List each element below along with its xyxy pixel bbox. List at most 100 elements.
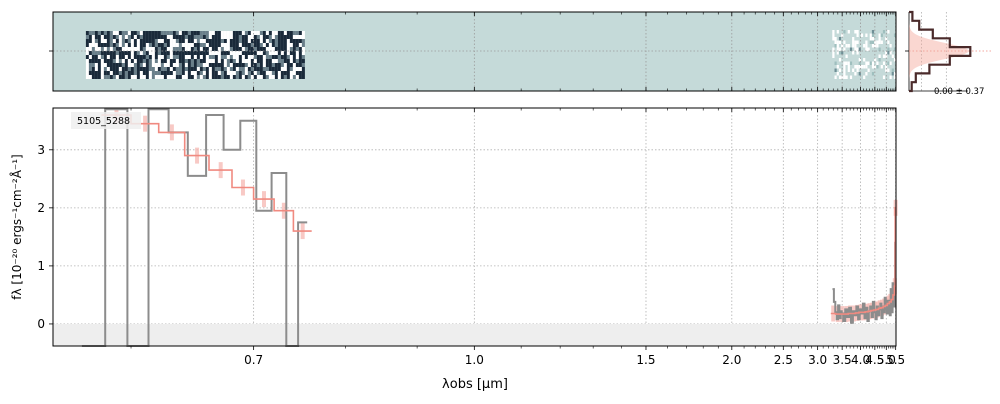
- 2d-pixel: [298, 59, 302, 63]
- 2d-pixel: [865, 61, 868, 65]
- 2d-pixel: [268, 63, 272, 67]
- 2d-pixel: [148, 43, 152, 47]
- 2d-pixel: [262, 31, 266, 35]
- x-tick-label: 3.5: [833, 353, 852, 367]
- 2d-pixel: [856, 30, 859, 34]
- 2d-pixel: [849, 47, 853, 51]
- 2d-pixel: [286, 35, 290, 39]
- 2d-pixel: [112, 47, 116, 51]
- 2d-pixel: [250, 63, 254, 67]
- 2d-pixel: [109, 71, 113, 75]
- 2d-pixel: [863, 44, 866, 48]
- 2d-pixel: [845, 75, 848, 79]
- 2d-pixel: [889, 44, 892, 48]
- 2d-pixel: [103, 43, 107, 47]
- 2d-pixel: [301, 75, 305, 79]
- 2d-pixel: [235, 75, 239, 79]
- spectrum-label: 5105_5288: [77, 116, 130, 127]
- 2d-pixel: [109, 67, 113, 71]
- 2d-pixel: [878, 58, 881, 62]
- 2d-pixel: [277, 47, 281, 51]
- 2d-pixel: [277, 35, 281, 39]
- 2d-pixel: [127, 39, 131, 43]
- 2d-pixel: [205, 39, 209, 43]
- 2d-pixel: [193, 63, 197, 67]
- 2d-pixel: [172, 55, 176, 59]
- 2d-pixel: [253, 43, 257, 47]
- 2d-pixel: [274, 31, 278, 35]
- 2d-pixel: [265, 59, 269, 63]
- 2d-pixel: [160, 63, 164, 67]
- 2d-pixel: [178, 75, 182, 79]
- 2d-pixel: [893, 47, 897, 51]
- 2d-pixel: [865, 47, 868, 51]
- 2d-pixel: [247, 75, 251, 79]
- 2d-pixel: [100, 71, 104, 75]
- 2d-pixel: [196, 59, 200, 63]
- 2d-pixel: [136, 47, 140, 51]
- model-line: [101, 114, 312, 232]
- histogram-annotation: 0.00 ± 0.37: [934, 87, 984, 97]
- 2d-pixel: [127, 59, 131, 63]
- 2d-pixel: [184, 31, 188, 35]
- 2d-pixel: [871, 30, 875, 34]
- zero-band: [53, 323, 896, 346]
- y-axis-label: fλ [10⁻²⁰ ergs⁻¹cm⁻²Å⁻¹]: [9, 154, 24, 299]
- 2d-pixel: [88, 75, 92, 79]
- 2d-pixel: [253, 39, 257, 43]
- 2d-pixel: [232, 71, 236, 75]
- 2d-pixel: [854, 65, 857, 69]
- data-series: [81, 108, 897, 347]
- 2d-pixel: [256, 75, 260, 79]
- 2d-pixel: [292, 39, 296, 43]
- 2d-pixel: [858, 58, 861, 62]
- 2d-pixel: [112, 35, 116, 39]
- 2d-pixel: [115, 63, 119, 67]
- 2d-pixel: [112, 51, 116, 55]
- 2d-pixel: [274, 39, 278, 43]
- 2d-pixel: [202, 55, 206, 59]
- 2d-pixel: [887, 40, 890, 44]
- 2d-pixel: [130, 59, 134, 63]
- 2d-pixel: [852, 40, 855, 44]
- 2d-pixel: [133, 51, 137, 55]
- 2d-pixel: [163, 43, 167, 47]
- y-tick-label: 3: [37, 143, 45, 157]
- 2d-pixel: [247, 43, 251, 47]
- 2d-pixel: [157, 67, 161, 71]
- 2d-pixel: [211, 67, 215, 71]
- 2d-pixel: [97, 63, 101, 67]
- 2d-pixel: [238, 31, 242, 35]
- 2d-pixel: [169, 71, 173, 75]
- 2d-pixel: [175, 55, 179, 59]
- 2d-pixel: [891, 54, 894, 58]
- 2d-pixel: [97, 51, 101, 55]
- 2d-pixel: [235, 43, 239, 47]
- 2d-pixel: [97, 59, 101, 63]
- 2d-pixel: [891, 68, 894, 72]
- 2d-pixel: [268, 31, 272, 35]
- 2d-pixel: [148, 55, 152, 59]
- 2d-pixel: [880, 65, 883, 69]
- 2d-pixel: [127, 63, 131, 67]
- 2d-pixel: [160, 75, 164, 79]
- 2d-pixel: [106, 59, 110, 63]
- 2d-pixel: [217, 39, 221, 43]
- 2d-pixel: [181, 39, 185, 43]
- 2d-pixel: [121, 67, 125, 71]
- 2d-pixel: [136, 63, 140, 67]
- 2d-pixel: [256, 35, 260, 39]
- 2d-pixel: [112, 59, 116, 63]
- 2d-pixel: [151, 55, 155, 59]
- 2d-pixel: [274, 63, 278, 67]
- 2d-pixel: [106, 47, 110, 51]
- 2d-pixel: [124, 51, 128, 55]
- 2d-pixel: [157, 31, 161, 35]
- 2d-pixel: [211, 59, 215, 63]
- 2d-pixel: [867, 61, 870, 65]
- 2d-spectrum-panel: [49, 11, 897, 92]
- 2d-pixel: [190, 39, 194, 43]
- x-tick-label: 0.7: [244, 353, 263, 367]
- 2d-pixel: [860, 65, 864, 69]
- 2d-pixel: [847, 65, 850, 69]
